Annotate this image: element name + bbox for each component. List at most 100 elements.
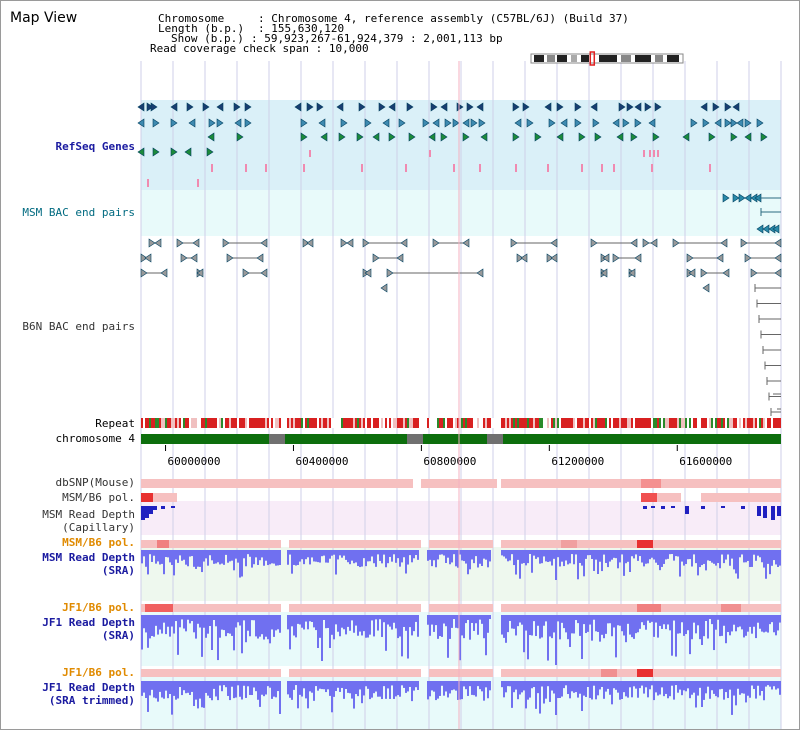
repeat-element [681,418,683,428]
msm-b6-pol-bar-2 [385,540,389,548]
b6n-bac-end [364,268,372,278]
track-label-msm-b6-pol-1[interactable]: MSM/B6 pol. [62,491,135,504]
jf1-trim-depth-bar [409,681,411,687]
dbsnp-bar [385,479,389,488]
jf1-trim-depth-bar [629,681,631,688]
chromosome-ideogram[interactable] [530,51,684,66]
jf1-sra-depth-bar [365,615,367,638]
track-label-refseq[interactable]: RefSeq Genes [55,140,135,153]
repeat-element [189,418,191,428]
msm-b6-pol-bar-2 [613,540,617,548]
track-label-repeat[interactable]: Repeat [95,417,135,430]
jf1-trim-depth-bar [665,681,667,694]
dbsnp-bar [157,479,161,488]
track-label-jf1-b6-pol-1[interactable]: JF1/B6 pol. [62,601,135,614]
msm-b6-pol-bar [749,493,753,502]
msm-b6-pol-bar-2 [621,540,625,548]
jf1-trim-depth-bar [691,681,693,695]
repeat-element [709,418,711,428]
msm-sra-depth-bar [561,550,563,562]
refseq-gene [244,118,252,128]
msm-b6-pol-bar-2 [205,540,209,548]
jf1-b6-pol-bar-2 [609,669,613,677]
msm-b6-pol-bar [733,493,737,502]
dbsnp-bar [677,479,681,488]
jf1-b6-pol-bar-2 [513,669,517,677]
jf1-b6-pol-bar [589,604,593,612]
msm-b6-pol-bar [753,493,757,502]
track-label-msm-depth-sra[interactable]: MSM Read Depth (SRA) [42,551,135,577]
repeat-element [215,418,217,428]
repeat-element [553,418,555,428]
track-label-dbsnp[interactable]: dbSNP(Mouse) [55,476,135,489]
msm-sra-depth-bar [289,550,291,555]
chromosome-value: Chromosome 4, reference assembly (C57BL/… [271,12,629,25]
msm-sra-depth-bar [321,550,323,557]
jf1-sra-depth-bar [369,615,371,635]
jf1-sra-depth-bar [211,615,213,651]
jf1-trim-depth-bar [457,681,459,700]
refseq-genes-track[interactable] [137,102,768,187]
msm-b6-pol-bar-2 [709,540,713,548]
repeat-element [511,418,513,428]
jf1-sra-depth-bar [653,615,655,637]
jf1-trim-depth-bar [171,681,173,715]
repeat-element [735,418,737,428]
jf1-b6-pol-bar [293,604,297,612]
jf1-b6-pol-bar [409,604,413,612]
msm-b6-pol-bar-2 [417,540,421,548]
repeat-element [273,418,275,428]
show-info-row: Show (b.p.): 59,923,267-61,924,379 : 2,0… [151,33,503,44]
jf1-trim-depth-bar [257,681,259,700]
refseq-gene [708,132,716,142]
jf1-trim-depth-bar [779,681,781,695]
track-label-jf1-b6-pol-2[interactable]: JF1/B6 pol. [62,666,135,679]
track-label-jf1-depth-trim[interactable]: JF1 Read Depth (SRA trimmed) [42,681,135,707]
refseq-gene [398,118,406,128]
refseq-gene [440,132,448,142]
jf1-b6-pol-bar-2 [369,669,373,677]
repeat-element [589,418,591,428]
refseq-gene [422,118,430,128]
msm-sra-depth-bar [213,550,215,564]
jf1-sra-depth-bar [571,615,573,634]
track-label-b6n-bac[interactable]: B6N BAC end pairs [22,320,135,333]
repeat-element [197,418,199,428]
jf1-b6-pol-bar [713,604,717,612]
msm-sra-depth-bar [721,550,723,555]
repeat-element [667,418,669,428]
msm-sra-depth-bar [407,550,409,565]
dbsnp-bar [529,479,533,488]
b6n-bac-track[interactable] [140,238,782,416]
jf1-sra-depth-bar [597,615,599,632]
refseq-gene-small [643,150,645,157]
repeat-element [671,418,673,428]
repeat-element [721,418,723,428]
repeat-element [243,418,245,428]
jf1-b6-pol-bar-2 [765,669,769,677]
msm-b6-pol-bar-2 [269,540,273,548]
jf1-sra-depth-bar [307,615,309,630]
track-label-jf1-depth-sra[interactable]: JF1 Read Depth (SRA) [42,616,135,642]
msm-bac-track[interactable] [722,193,781,234]
track-label-msm-depth-cap[interactable]: MSM Read Depth (Capillary) [42,508,135,534]
jf1-sra-depth-bar [161,615,163,634]
dbsnp-bar [537,479,541,488]
jf1-trim-depth-bar [381,681,383,700]
track-label-msm-b6-pol-2[interactable]: MSM/B6 pol. [62,536,135,549]
jf1-trim-depth-bar [197,681,199,709]
track-label-msm-bac[interactable]: MSM BAC end pairs [22,206,135,219]
jf1-sra-depth-bar [267,615,269,640]
jf1-trim-depth-bar [443,681,445,696]
b6n-bac-end [740,238,748,248]
msm-sra-depth-bar [767,550,769,564]
msm-sra-depth-bar [529,550,531,555]
track-label-chromosome[interactable]: chromosome 4 [55,432,135,445]
jf1-b6-pol-bar-2 [177,669,181,677]
jf1-sra-depth-bar [195,615,197,639]
msm-sra-depth-bar [725,550,727,560]
dbsnp-bar [205,479,209,488]
msm-sra-depth-bar [307,550,309,558]
